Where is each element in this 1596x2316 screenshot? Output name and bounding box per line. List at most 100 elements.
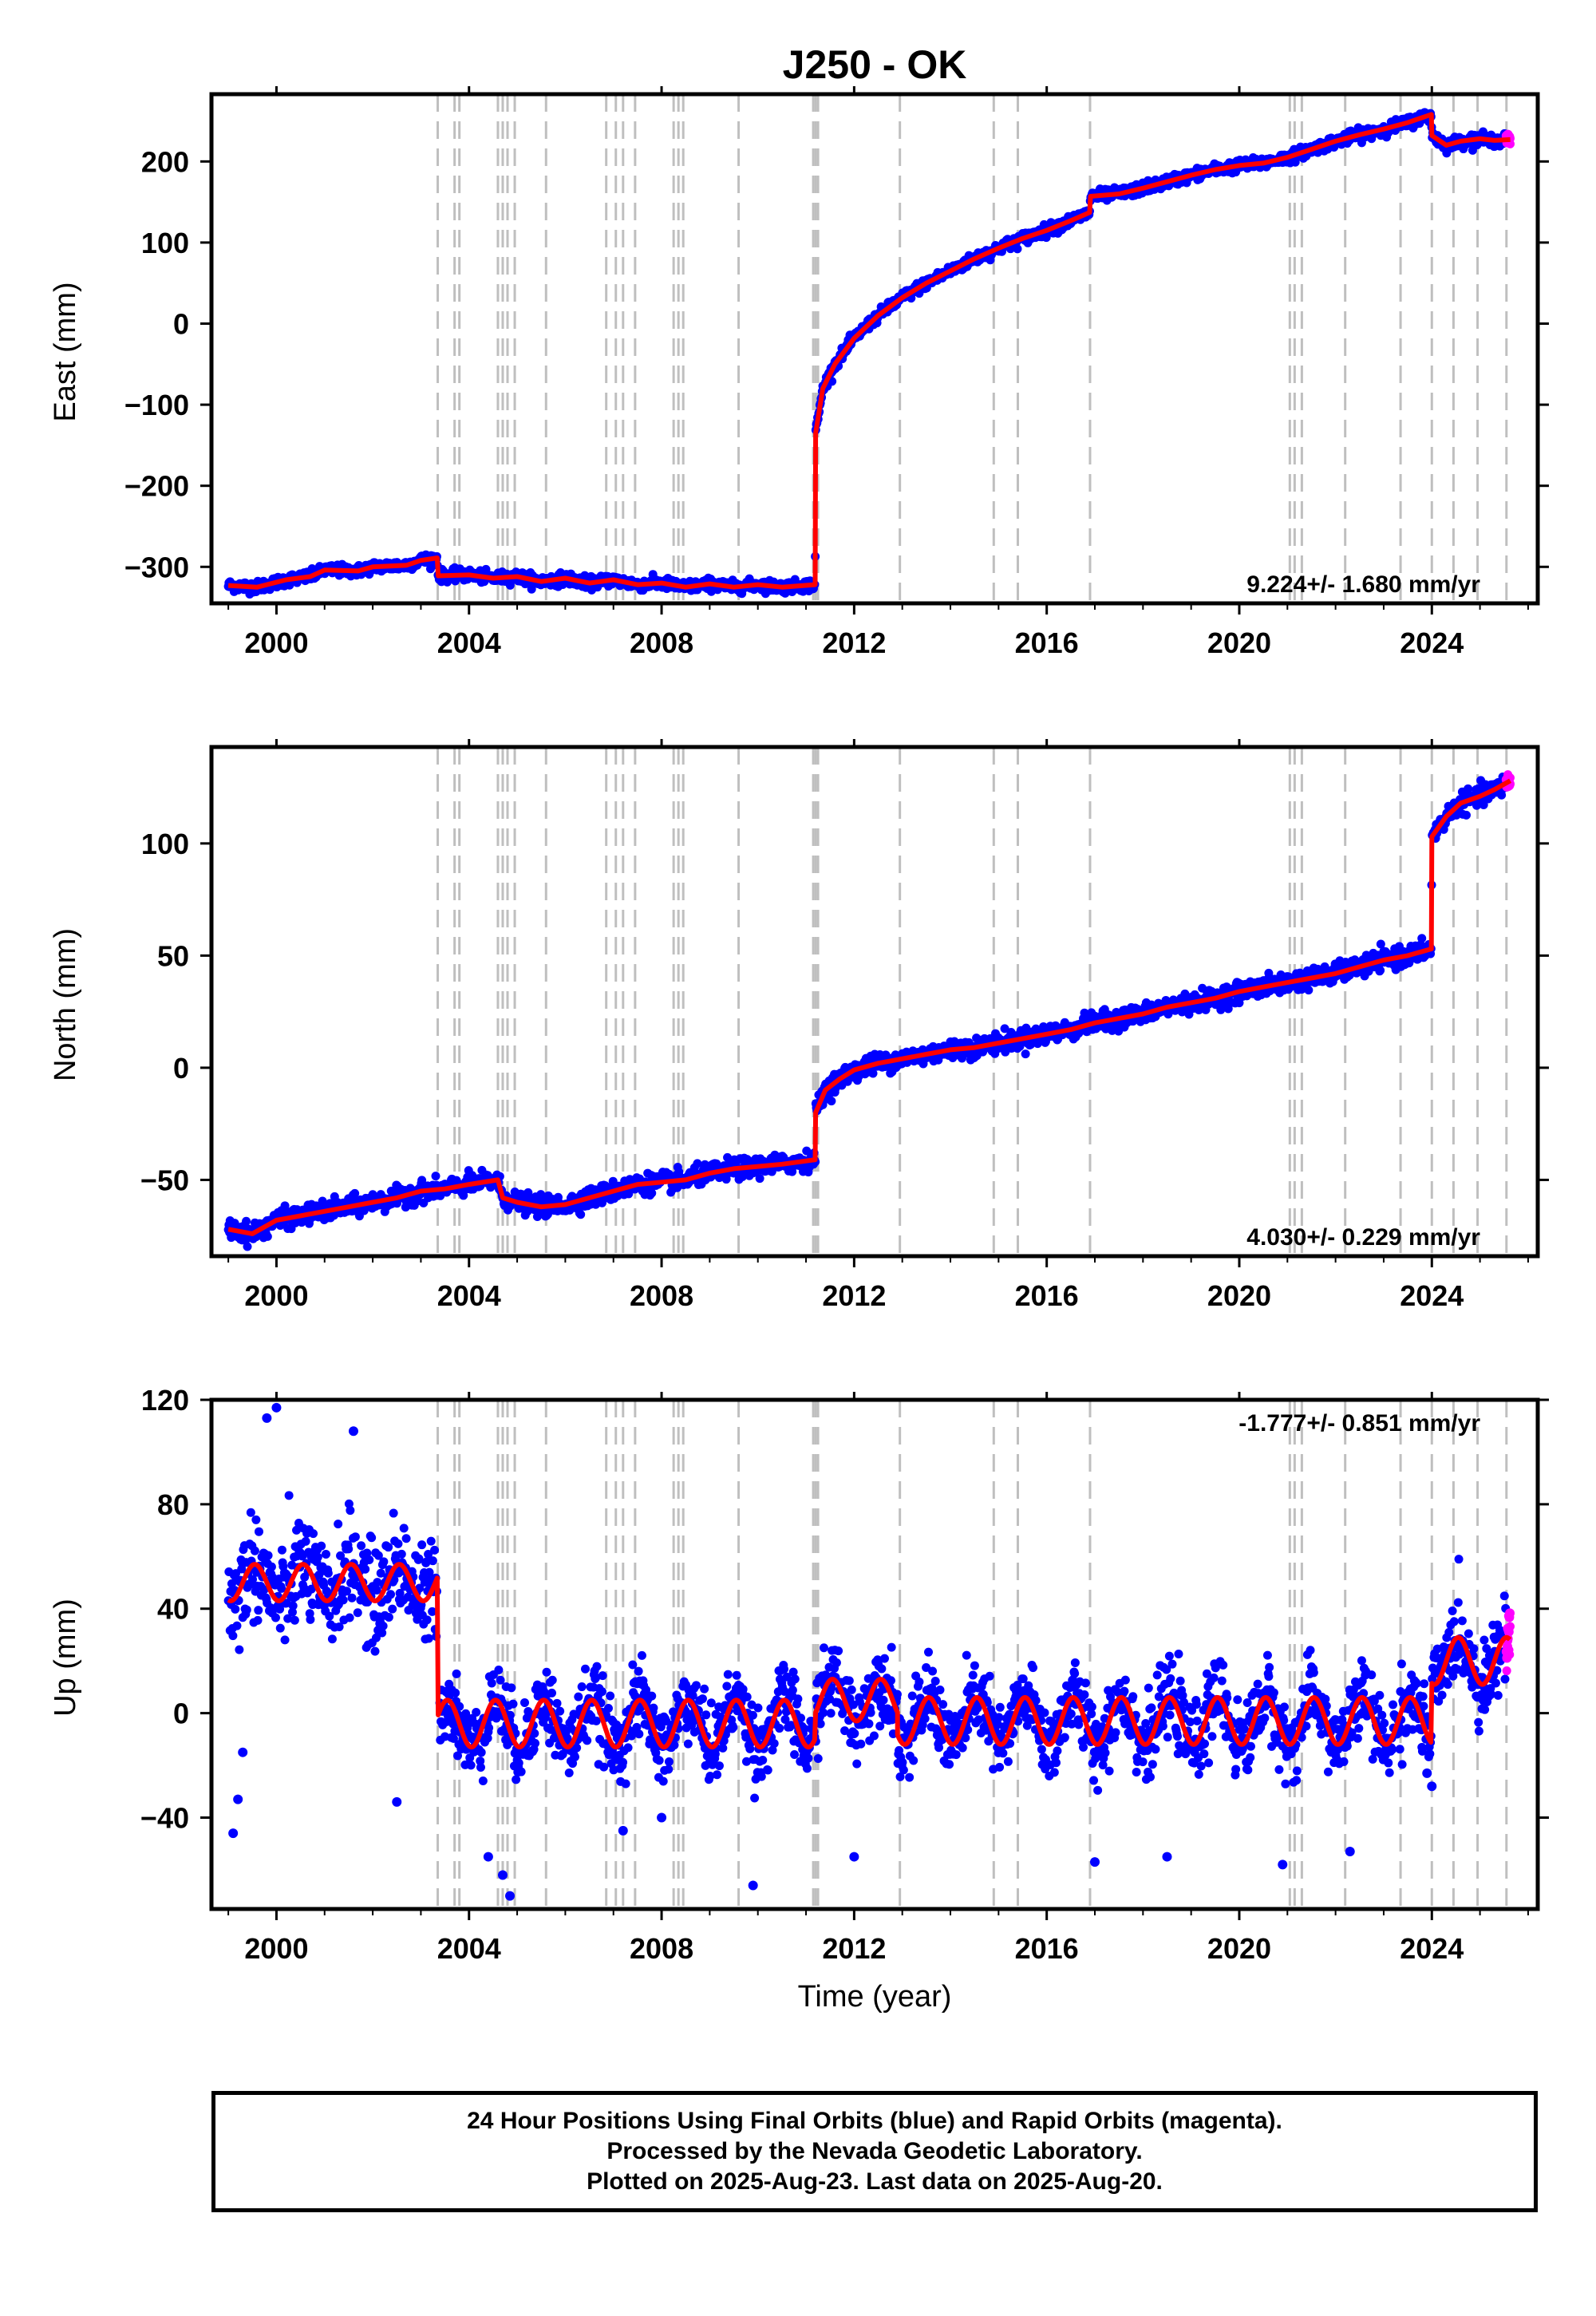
final-orbit-point [338,1595,348,1605]
x-tick-label: 2016 [1015,1279,1079,1312]
final-orbit-point [1184,1010,1194,1019]
final-orbit-point [275,1604,285,1614]
final-orbit-point [1001,1047,1010,1057]
final-orbit-points [223,108,1511,599]
final-orbit-point [1464,784,1473,793]
final-orbit-point [327,1634,337,1644]
final-orbit-point [232,1621,242,1630]
final-orbit-point [597,1198,606,1207]
model-line [227,112,1511,590]
final-orbit-point [284,1491,294,1500]
final-orbit-points [223,772,1511,1251]
plot-area [223,1400,1515,1909]
final-orbit-points [223,1402,1511,1901]
final-orbit-point [235,1645,244,1654]
plot-area [223,94,1515,603]
final-orbit-point [576,1210,586,1219]
final-orbit-point [334,1622,344,1632]
x-tick-label: 2020 [1207,626,1271,659]
final-orbit-point [267,1562,276,1571]
final-orbit-point [377,1628,387,1638]
final-orbit-point [248,1575,258,1584]
final-orbit-point [1376,939,1385,949]
final-orbit-point [263,1551,273,1560]
final-orbit-point [755,1174,764,1184]
final-orbit-point [251,1515,261,1524]
model-line [227,778,1512,1236]
final-orbit-point [231,1604,240,1614]
final-orbit-point [379,1557,389,1567]
final-orbit-point [1013,244,1022,254]
x-tick-label: 2000 [244,1279,308,1312]
final-orbit-point [1080,1008,1089,1018]
y-tick-label: 100 [141,828,189,860]
final-orbit-point [1417,934,1427,943]
final-orbit-point [280,1201,290,1211]
final-orbit-point [334,1520,343,1529]
final-orbit-point [263,1231,272,1241]
plot-frame [209,92,1540,606]
final-orbit-point [371,1633,381,1642]
final-orbit-point [353,1608,362,1618]
y-tick-label: 100 [141,227,189,259]
final-orbit-point [1000,1024,1009,1034]
final-orbit-point [271,1613,280,1622]
final-orbit-point [788,1167,797,1176]
panel-east: 2000 2004 2008 2012 2016 2020 2024−300−200−100… [49,86,1549,659]
x-tick-label: 2024 [1400,1279,1464,1312]
final-orbit-point [1235,998,1244,1008]
x-tick-label: 2012 [822,626,886,659]
final-orbit-point [336,1551,346,1560]
final-orbit-point [242,1605,251,1614]
final-orbit-point [228,1631,238,1641]
final-orbit-point [254,1527,263,1536]
final-orbit-point [350,1532,360,1542]
final-orbit-point [277,1583,286,1593]
final-orbit-point [342,1587,352,1596]
final-orbit-point [325,1611,334,1621]
final-orbit-point [242,1216,251,1226]
final-orbit-point [345,1613,354,1622]
final-orbit-point [253,1615,263,1625]
final-orbit-point [288,1601,298,1611]
final-orbit-point [370,1646,380,1656]
final-orbit-point [1021,1049,1030,1059]
final-orbit-point [386,1590,396,1599]
final-orbit-point [378,1621,388,1630]
final-orbit-point [431,1172,440,1181]
final-orbit-point [365,1555,374,1564]
final-orbit-point [1461,810,1471,820]
rate-text: 9.224+/- 1.680 mm/yr [1246,571,1480,598]
final-orbit-point [827,1097,836,1106]
y-tick-label: 200 [141,145,189,178]
final-orbit-point [362,1548,372,1558]
final-orbit-point [301,1536,310,1546]
final-orbit-point [283,1614,293,1623]
y-tick-label: −200 [124,470,189,503]
final-orbit-point [292,1525,302,1535]
panel-north: 2000 2004 2008 2012 2016 2020 2024−50050100Nor… [49,739,1549,1312]
final-orbit-point [802,1146,812,1156]
final-orbit-point [250,1546,259,1555]
y-axis-label: North (mm) [49,928,82,1081]
panel-up: 2000 2004 2008 2012 2016 2020 2024−4004080120U… [49,1384,1549,1965]
final-orbit-point [323,1568,333,1578]
final-orbit-point [275,1623,285,1633]
final-orbit-point [350,1188,360,1198]
final-orbit-point [290,1615,299,1625]
y-tick-label: −50 [140,1164,189,1196]
final-orbit-point [243,1242,252,1251]
final-orbit-point [306,1584,316,1594]
final-orbit-point [317,1541,326,1551]
final-orbit-point [309,1529,318,1539]
final-orbit-point [346,1506,355,1516]
y-axis-label: East (mm) [49,282,82,421]
final-orbit-point [389,1575,399,1585]
final-orbit-point [737,1172,747,1181]
final-orbit-point [1479,800,1488,809]
final-orbit-point [298,1551,307,1561]
final-orbit-point [459,1191,468,1200]
final-orbit-point [306,1614,315,1624]
final-orbit-point [384,1543,393,1552]
